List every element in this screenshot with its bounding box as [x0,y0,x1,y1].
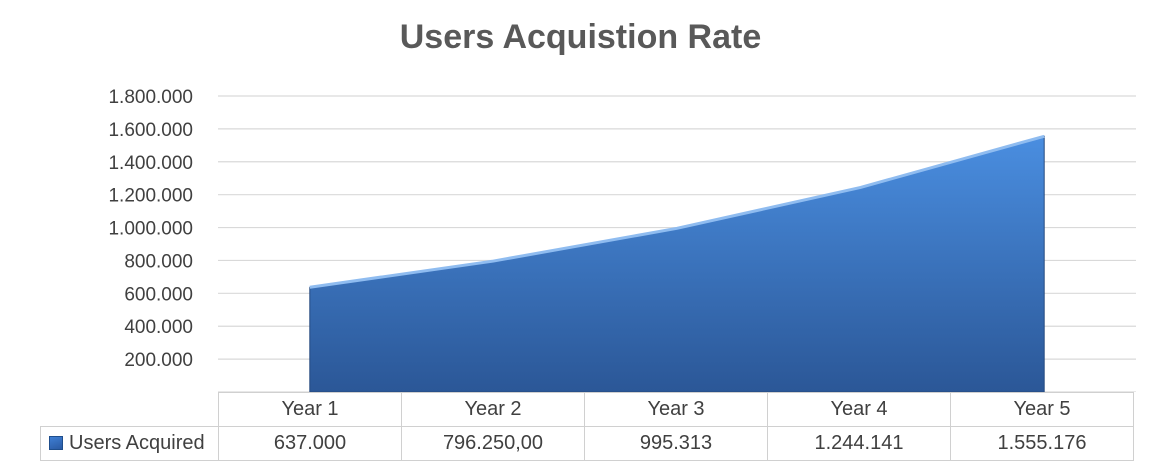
area-series [309,134,1045,392]
series-legend-cell: Users Acquired [40,426,219,461]
category-label: Year 2 [401,392,585,427]
y-tick-label: 200.000 [124,350,193,371]
legend-key-icon [49,436,63,450]
data-table-series-row: Users Acquired 637.000 796.250,00 995.31… [40,426,1134,461]
data-value: 995.313 [584,426,768,461]
chart-plot: - 200.000 400.000 600.000 800.000 1.000.000 1.… [108,87,1136,392]
area-top-edge [309,134,1045,289]
y-tick-label: 400.000 [124,317,193,338]
data-value: 796.250,00 [401,426,585,461]
category-label: Year 3 [584,392,768,427]
data-table: Year 1 Year 2 Year 3 Year 4 Year 5 Users… [40,392,1134,461]
y-tick-label: 800.000 [124,251,193,272]
data-table-header-row: Year 1 Year 2 Year 3 Year 4 Year 5 [40,392,1134,427]
series-label: Users Acquired [69,432,205,454]
category-label: Year 4 [767,392,951,427]
y-tick-label: 1.200.000 [108,186,193,207]
y-tick-label: 1.800.000 [108,87,193,108]
y-axis-tick-labels: - 200.000 400.000 600.000 800.000 1.000.000 1.… [108,87,193,392]
data-value: 1.555.176 [950,426,1134,461]
y-tick-label: 1.600.000 [108,120,193,141]
y-tick-label: 1.000.000 [108,219,193,240]
y-tick-label: 600.000 [124,284,193,305]
chart-title: Users Acquistion Rate [399,18,762,56]
area-fill [309,135,1045,392]
y-tick-label: - [187,383,193,392]
data-value: 637.000 [218,426,402,461]
category-label: Year 1 [218,392,402,427]
category-label: Year 5 [950,392,1134,427]
y-tick-label: 1.400.000 [108,153,193,174]
data-value: 1.244.141 [767,426,951,461]
data-table-corner [40,392,219,427]
